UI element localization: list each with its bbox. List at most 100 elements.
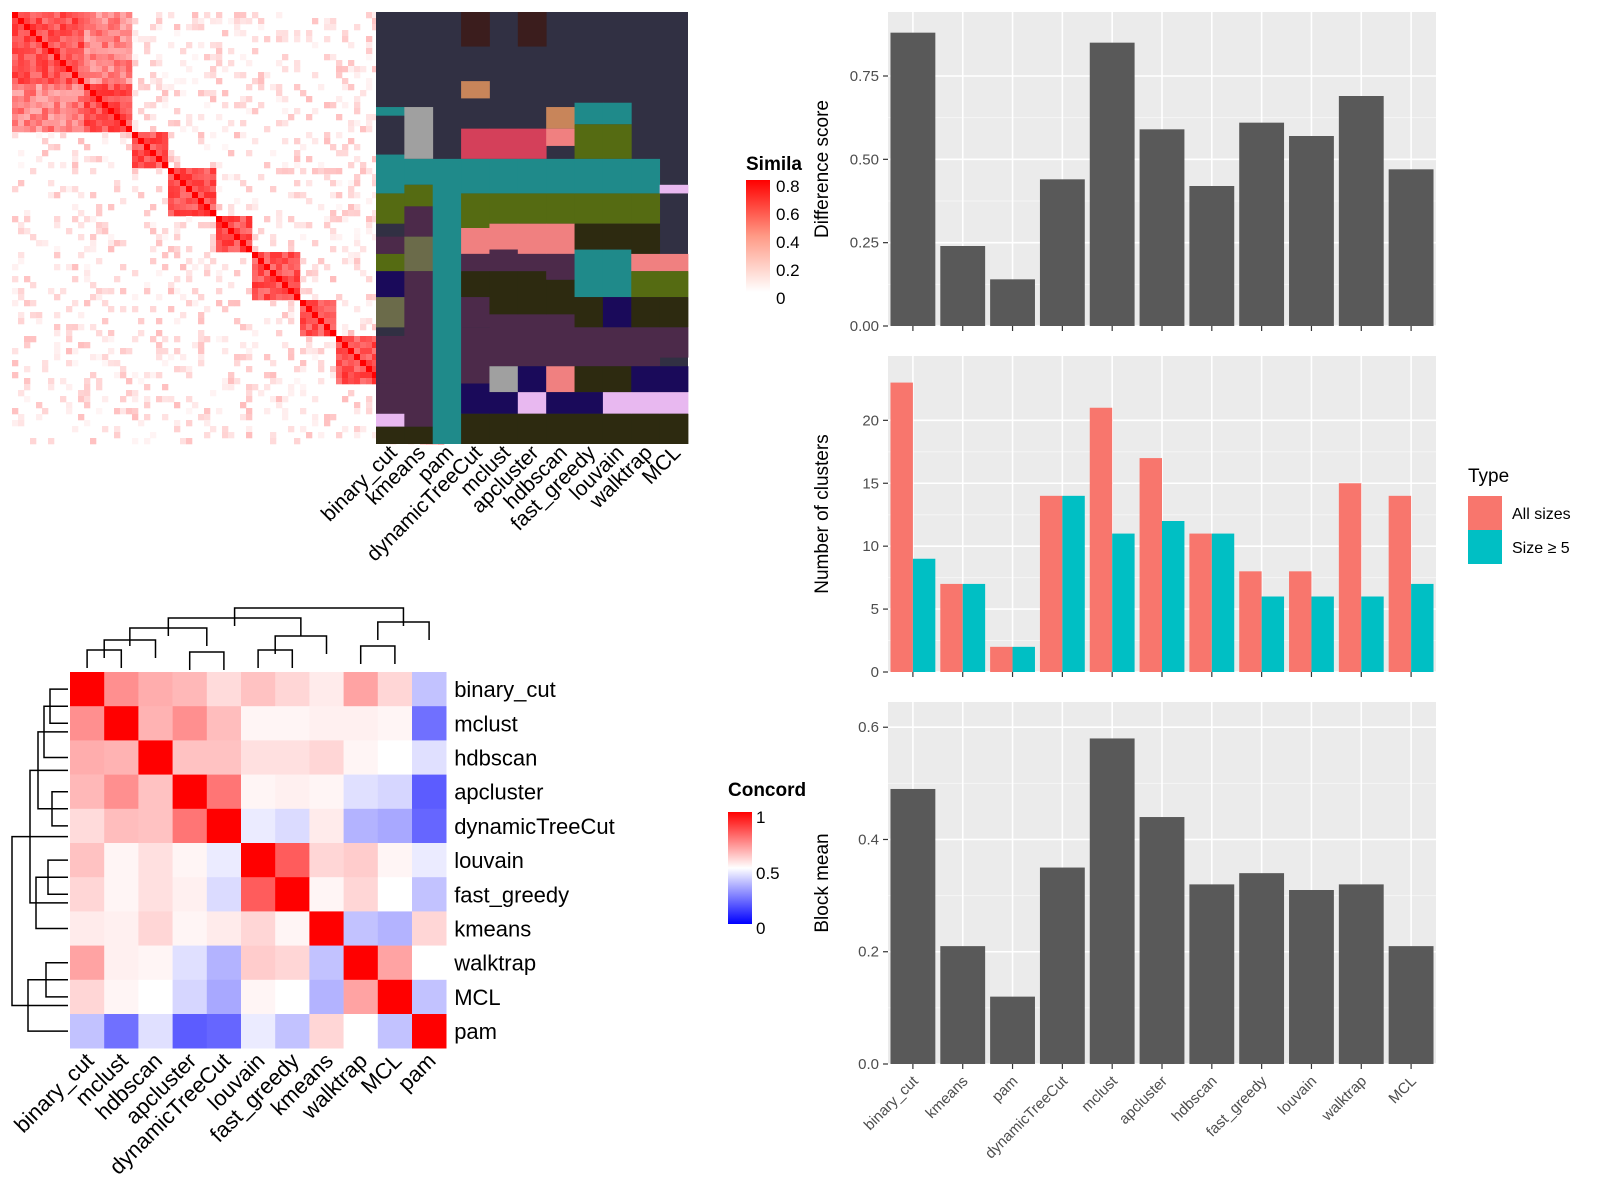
concordance-row-label: MCL	[454, 985, 500, 1010]
similarity-cell	[246, 234, 253, 241]
similarity-cell	[348, 126, 355, 133]
similarity-cell	[228, 240, 235, 247]
concordance-cell	[241, 672, 276, 707]
similarity-cell	[66, 48, 73, 55]
bar	[1239, 873, 1285, 1064]
similarity-cell	[174, 288, 181, 295]
similarity-cell	[360, 318, 367, 325]
similarity-cell	[54, 354, 61, 361]
y-tick-label: 15	[862, 475, 879, 492]
cluster-band	[631, 271, 661, 298]
similarity-cell	[48, 48, 55, 55]
cluster-band	[461, 12, 490, 47]
similarity-cell	[162, 264, 169, 271]
similarity-cell	[246, 354, 253, 361]
similarity-cell	[90, 240, 97, 247]
similarity-cell	[72, 156, 79, 163]
similarity-cell	[318, 168, 325, 175]
similarity-cell	[270, 264, 277, 271]
similarity-cell	[156, 318, 163, 325]
similarity-cell	[228, 228, 235, 235]
similarity-cell	[282, 258, 289, 265]
similarity-cell	[78, 42, 85, 49]
similarity-cell	[312, 294, 319, 301]
similarity-cell	[186, 210, 193, 217]
similarity-cell	[30, 12, 37, 19]
similarity-cell	[138, 156, 145, 163]
similarity-cell	[126, 78, 133, 85]
similarity-cell	[108, 306, 115, 313]
similarity-cell	[312, 42, 319, 49]
similarity-cell	[60, 108, 67, 115]
similarity-cell	[90, 66, 97, 73]
y-tick-label: 0.0	[858, 1056, 879, 1073]
similarity-cell	[312, 138, 319, 145]
similarity-cell	[102, 96, 109, 103]
similarity-cell	[276, 402, 283, 409]
similarity-cell	[306, 132, 313, 139]
similarity-cell	[294, 66, 301, 73]
similarity-cell	[66, 102, 73, 109]
concordance-cell	[343, 979, 379, 1015]
similarity-cell	[300, 390, 307, 397]
similarity-cell	[60, 54, 67, 61]
similarity-cell	[264, 294, 271, 301]
similarity-cell	[126, 390, 133, 397]
similarity-cell	[342, 372, 349, 379]
similarity-cell	[12, 84, 19, 91]
similarity-cell	[174, 252, 181, 259]
similarity-cell	[120, 288, 127, 295]
similarity-cell	[24, 30, 31, 37]
similarity-cell	[330, 372, 337, 379]
similarity-cell	[354, 174, 361, 181]
similarity-cell	[24, 366, 31, 373]
similarity-cell	[156, 342, 163, 349]
y-tick-label: 5	[871, 601, 879, 618]
similarity-cell	[120, 24, 127, 31]
similarity-cell	[342, 144, 349, 151]
concordance-tick-label: 1	[756, 808, 765, 827]
similarity-cell	[180, 264, 187, 271]
similarity-cell	[372, 156, 379, 163]
similarity-cell	[90, 246, 97, 253]
similarity-cell	[198, 312, 205, 319]
similarity-cell	[300, 366, 307, 373]
similarity-cell	[114, 18, 121, 25]
similarity-cell	[318, 312, 325, 319]
similarity-cell	[306, 432, 313, 439]
cluster-band	[461, 271, 490, 298]
similarity-cell	[210, 174, 217, 181]
similarity-cell	[150, 432, 157, 439]
similarity-cell	[264, 354, 271, 361]
similarity-cell	[354, 180, 361, 187]
similarity-cell	[144, 372, 151, 379]
similarity-cell	[288, 216, 295, 223]
similarity-cell	[186, 120, 193, 127]
similarity-cell	[54, 216, 61, 223]
similarity-cell	[24, 396, 31, 403]
similarity-cell	[306, 30, 313, 37]
similarity-cell	[204, 306, 211, 313]
similarity-cell	[348, 120, 355, 127]
similarity-cell	[18, 84, 25, 91]
similarity-cell	[276, 60, 283, 67]
similarity-cell	[114, 90, 121, 97]
similarity-cell	[54, 84, 61, 91]
similarity-cell	[36, 54, 43, 61]
similarity-cell	[282, 54, 289, 61]
similarity-cell	[18, 120, 25, 127]
similarity-cell	[72, 186, 79, 193]
similarity-cell	[102, 102, 109, 109]
cluster-band	[376, 426, 405, 444]
similarity-cell	[162, 72, 169, 79]
similarity-cell	[18, 60, 25, 67]
similarity-cell	[294, 156, 301, 163]
similarity-cell	[156, 78, 163, 85]
similarity-cell	[180, 186, 187, 193]
similarity-cell	[348, 162, 355, 169]
similarity-cell	[132, 30, 139, 37]
similarity-cell	[372, 324, 379, 331]
similarity-cell	[48, 12, 55, 19]
concordance-cell	[104, 672, 139, 707]
